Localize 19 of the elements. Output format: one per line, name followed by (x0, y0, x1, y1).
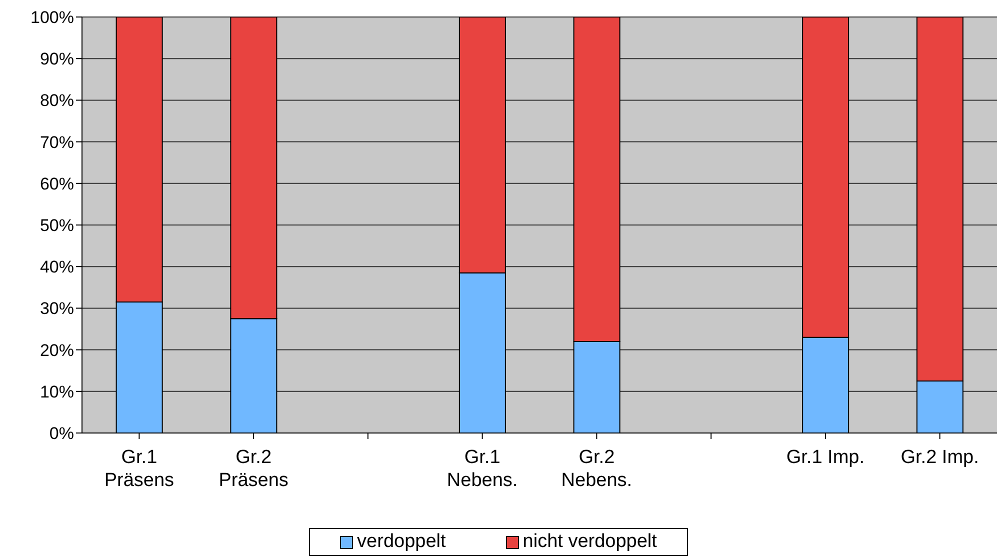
y-tick-label: 50% (40, 216, 74, 236)
y-tick-label: 90% (40, 50, 74, 69)
y-tick-label: 0% (49, 424, 74, 444)
legend-label: verdoppelt (356, 531, 446, 553)
x-tick-label: Gr.2 Imp. (900, 447, 979, 468)
y-tick-label: 100% (30, 8, 74, 28)
x-tick-label: Gr.1 Nebens. (446, 447, 518, 491)
x-tick-label: Gr.1 Imp. (786, 447, 865, 468)
y-tick-label: 20% (40, 340, 74, 360)
x-tick-label: Gr.2 Präsens (218, 447, 288, 491)
legend-label: nicht verdoppelt (522, 531, 657, 553)
y-tick-label: 30% (40, 299, 74, 318)
y-tick-label: 70% (40, 132, 74, 152)
y-tick-label: 10% (40, 382, 74, 402)
y-tick-label: 60% (40, 174, 74, 194)
y-tick-label: 40% (40, 258, 74, 277)
y-tick-label: 80% (40, 91, 74, 110)
x-tick-label: Gr.1 Präsens (104, 447, 174, 491)
x-tick-label: Gr.2 Nebens. (561, 447, 632, 491)
